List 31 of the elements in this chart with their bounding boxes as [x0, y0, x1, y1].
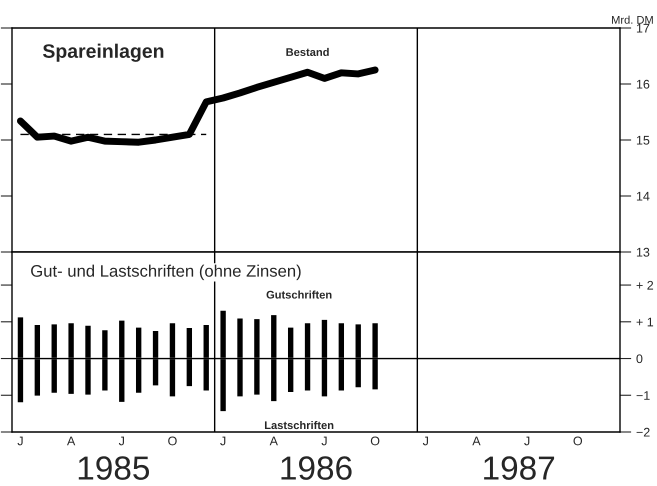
x-tick-label: J: [18, 436, 23, 446]
text: 1986: [281, 456, 352, 480]
text: Gut- und Lastschriften (ohne Zinsen): [31, 264, 301, 280]
series-label: Bestand: [286, 48, 329, 56]
y-tick-label: −2: [636, 428, 650, 437]
y-tick-label: 16: [636, 80, 650, 89]
series-label: Lastschriften: [264, 420, 334, 430]
y-tick-label: + 2: [636, 280, 654, 290]
y-tick-label: + 1: [636, 318, 654, 326]
y-tick-label: 17: [636, 24, 650, 33]
text: 1987: [484, 456, 554, 480]
y-axis-title: Mrd. DM: [612, 16, 653, 24]
y-tick-label: −1: [636, 391, 650, 400]
x-tick-label: A: [270, 436, 278, 446]
x-tick-label: J: [322, 436, 327, 446]
y-tick-label: 14: [636, 192, 650, 201]
x-tick-label: J: [220, 436, 226, 446]
x-tick-label: J: [118, 436, 124, 446]
y-tick-label: 13: [636, 248, 650, 257]
x-tick-label: O: [574, 436, 582, 446]
x-tick-label: A: [66, 436, 76, 446]
series-label: Gutschriften: [266, 290, 332, 299]
x-tick-label: O: [168, 436, 177, 446]
text: 1985: [78, 456, 150, 480]
x-tick-label: A: [472, 436, 481, 446]
x-tick-label: J: [422, 436, 428, 446]
text: Spareinlagen: [42, 44, 164, 62]
y-tick-label: 15: [636, 136, 650, 145]
x-tick-label: J: [524, 436, 530, 446]
y-tick-label: 0: [636, 354, 642, 364]
x-tick-label: O: [370, 436, 380, 446]
